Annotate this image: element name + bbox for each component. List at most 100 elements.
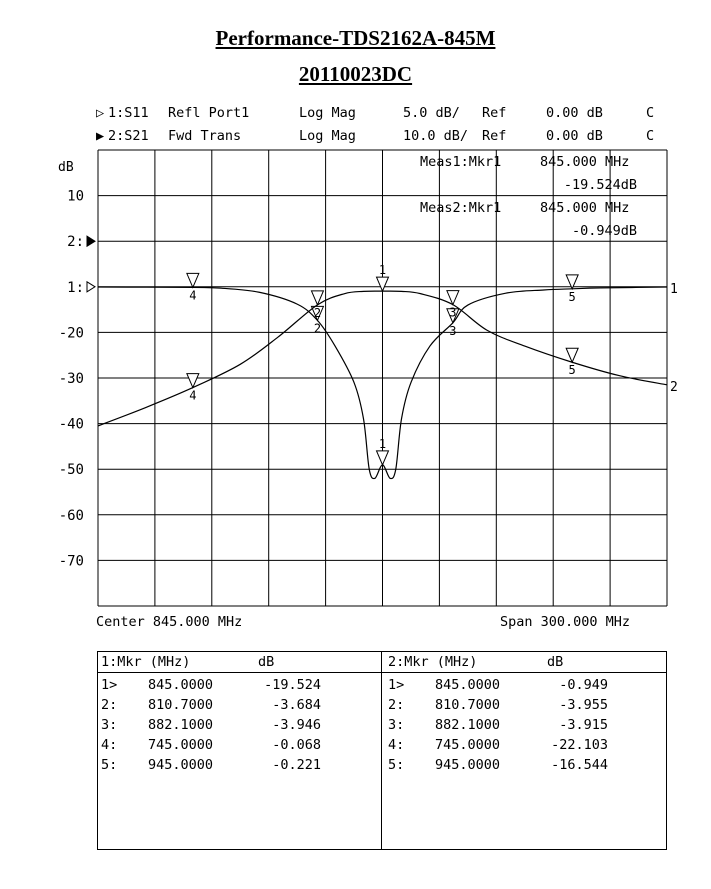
ref-arrow-filled-icon [86,235,96,248]
trace-flag: C [646,128,655,144]
marker-triangle-icon [446,290,460,306]
y-tick-label: -40 [59,417,84,433]
table-cell-right-f: 945.0000 [435,757,501,773]
marker-triangle-icon [375,450,390,467]
marker-label: 4 [189,288,196,302]
marker-label: 2 [314,321,321,335]
marker-label: 1 [379,263,386,277]
chart-title: Performance-TDS2162A-845M [215,26,496,50]
marker-triangle-icon [565,347,579,364]
table-cell-left-n: 2: [101,697,118,713]
trace-name: Refl Port1 [168,105,250,121]
table-cell-left-v: -3.684 [272,697,321,713]
trace-flag: C [646,105,655,121]
trace-ref-value: 0.00 dB [546,105,603,121]
table-cell-left-f: 810.7000 [148,697,214,713]
table-cell-right-n: 4: [388,737,405,753]
marker-label: 4 [189,389,196,403]
marker-triangle-icon [565,274,579,291]
trace-scale: 5.0 dB/ [403,105,460,121]
footer-span: Span 300.000 MHz [500,614,631,630]
table-cell-right-v: -3.955 [559,697,608,713]
trace-scale: 10.0 dB/ [403,128,469,144]
table-cell-right-v: -16.544 [551,757,608,773]
y-tick-label: -30 [59,371,84,387]
marker-triangle-icon [310,290,325,307]
table-divider [381,652,382,849]
marker-label: 5 [569,290,576,304]
table-cell-left-f: 882.1000 [148,717,214,733]
table-cell-right-f: 882.1000 [435,717,501,733]
trace-marker-filled-icon: ▶ [96,128,105,144]
trace-end-label: 1 [670,282,678,297]
meas-freq: 845.000 MHz [540,154,629,170]
table-cell-left-f: 845.0000 [148,677,214,693]
table-cell-right-n: 5: [388,757,405,773]
trace-s11 [97,286,668,480]
table-cell-left-n: 5: [101,757,118,773]
trace-ref-label: Ref [482,105,507,121]
chart-subtitle: 20110023DC [298,62,413,86]
table-cell-right-v: -0.949 [559,677,608,693]
table-cell-left-v: -3.946 [272,717,321,733]
left-header-unit: dB [258,654,275,670]
marker-label: 3 [449,324,456,338]
y-tick-label: -60 [59,508,84,524]
marker-table: 1:Mkr (MHz) dB 2:Mkr (MHz) dB 1> 845.0000… [97,651,667,850]
table-cell-right-v: -3.915 [559,717,608,733]
y-tick-label: -70 [59,553,84,569]
table-cell-left-n: 1> [101,677,118,693]
ref-arrow-open-icon [86,280,96,293]
trace-marker-open-icon: ▷ [96,105,105,121]
table-cell-right-n: 3: [388,717,405,733]
table-cell-right-n: 1> [388,677,405,693]
right-header-mkr: 2:Mkr (MHz) [388,654,478,670]
right-header-unit: dB [547,654,564,670]
table-cell-left-f: 945.0000 [148,757,214,773]
meas-label: Meas1:Mkr1 [420,154,501,170]
meas-freq: 845.000 MHz [540,200,629,216]
marker-label: 1 [379,437,386,451]
marker-triangle-icon [375,276,390,293]
trace-id: 1:S11 [108,105,149,121]
table-cell-right-n: 2: [388,697,405,713]
meas-label: Meas2:Mkr1 [420,200,501,216]
table-cell-right-f: 810.7000 [435,697,501,713]
trace-name: Fwd Trans [168,128,242,144]
table-cell-right-v: -22.103 [551,737,608,753]
table-cell-left-v: -0.068 [272,737,321,753]
table-cell-left-f: 745.0000 [148,737,214,753]
y-tick-label: -50 [59,462,84,478]
trace-format: Log Mag [299,105,356,121]
marker-triangle-icon [446,308,460,325]
marker-label: 3 [449,306,456,320]
meas-value: -19.524dB [564,177,637,193]
table-cell-left-v: -19.524 [264,677,321,693]
y-tick-label: 1: [67,280,84,296]
table-header-rule [98,672,666,673]
y-axis-unit: dB [58,160,74,175]
trace-id: 2:S21 [108,128,149,144]
footer-center: Center 845.000 MHz [96,614,243,630]
table-cell-left-n: 3: [101,717,118,733]
left-header-mkr: 1:Mkr (MHz) [101,654,191,670]
meas-value: -0.949dB [572,223,637,239]
y-tick-label: 10 [67,189,84,205]
trace-end-label: 2 [670,380,678,395]
marker-triangle-icon [310,305,325,322]
chart-plot: dB 10 2: 1: -20 -30 -40 -50 -60 -70 1 1 2 3 4 5 2 1 2 3 4 5 Me… [58,149,678,607]
trace-ref-value: 0.00 dB [546,128,603,144]
marker-triangle-icon [186,373,200,389]
trace-format: Log Mag [299,128,356,144]
marker-label: 2 [314,306,321,320]
table-cell-right-f: 745.0000 [435,737,501,753]
table-cell-left-n: 4: [101,737,118,753]
table-cell-left-v: -0.221 [272,757,321,773]
table-cell-right-f: 845.0000 [435,677,501,693]
trace-header-1: ▷ 1:S11 Refl Port1 Log Mag 5.0 dB/ Ref 0… [96,105,654,249]
trace-ref-label: Ref [482,128,507,144]
trace-header-2: ▶ 2:S21 Fwd Trans Log Mag 10.0 dB/ Ref 0… [96,128,654,272]
y-tick-label: 2: [67,234,84,250]
y-tick-label: -20 [59,325,84,341]
marker-label: 5 [569,363,576,377]
